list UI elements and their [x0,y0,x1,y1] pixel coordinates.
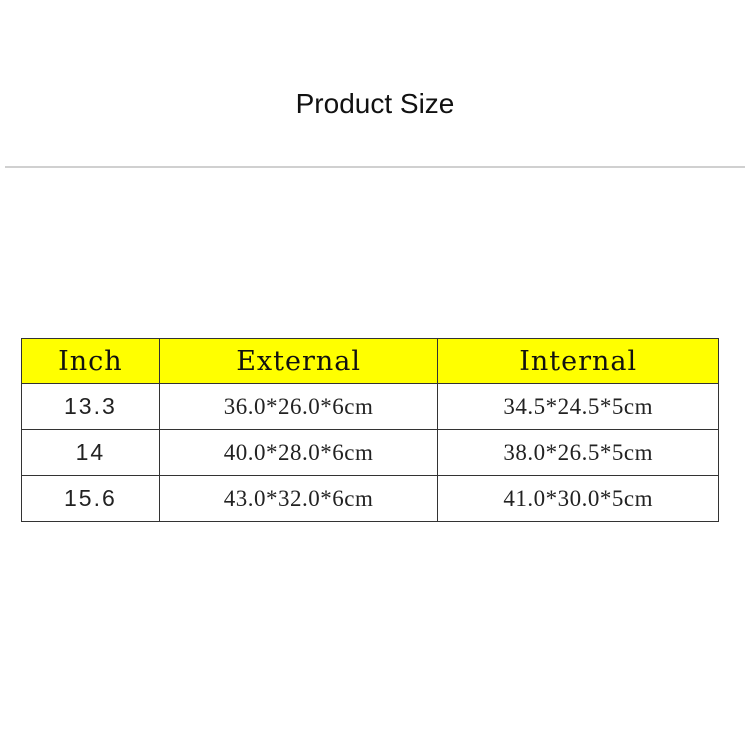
cell-inch: 15.6 [21,475,160,522]
cell-external: 36.0*26.0*6cm [158,383,439,430]
table-row: 14 40.0*28.0*6cm 38.0*26.5*5cm [21,429,719,476]
divider [5,166,745,168]
cell-external: 40.0*28.0*6cm [158,429,439,476]
header-external: External [158,338,439,384]
cell-inch: 14 [21,429,160,476]
size-table: Inch External Internal 13.3 36.0*26.0*6c… [21,338,719,522]
table-header-row: Inch External Internal [21,338,719,384]
cell-inch: 13.3 [21,383,160,430]
header-inch: Inch [21,338,160,384]
cell-internal: 38.0*26.5*5cm [437,429,719,476]
cell-internal: 34.5*24.5*5cm [437,383,719,430]
table-row: 13.3 36.0*26.0*6cm 34.5*24.5*5cm [21,383,719,430]
header-internal: Internal [437,338,719,384]
cell-internal: 41.0*30.0*5cm [437,475,719,522]
cell-external: 43.0*32.0*6cm [158,475,439,522]
page-title: Product Size [295,88,455,119]
table-row: 15.6 43.0*32.0*6cm 41.0*30.0*5cm [21,475,719,522]
